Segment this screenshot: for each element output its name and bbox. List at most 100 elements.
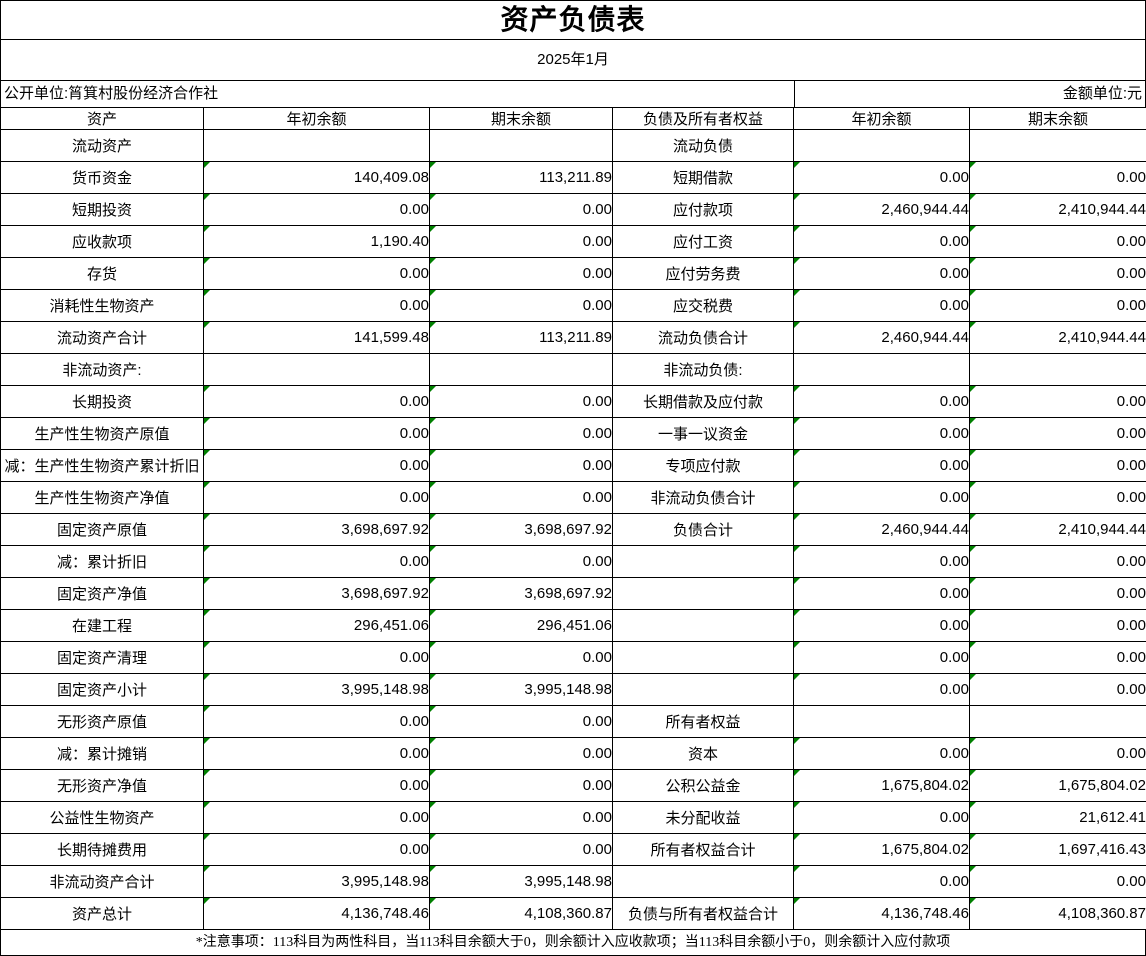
asset-item-label: 减：生产性生物资产累计折旧: [0, 449, 204, 482]
liability-item-label: 应付款项: [612, 193, 794, 226]
liability-item-label: 负债合计: [612, 513, 794, 546]
asset-end-amount: 0.00: [429, 545, 613, 578]
liability-end-amount: 0.00: [969, 449, 1146, 482]
asset-item-label: 减：累计摊销: [0, 737, 204, 770]
asset-begin-amount: [203, 353, 430, 386]
liability-end-amount: 0.00: [969, 257, 1146, 290]
liability-begin-amount: [793, 705, 970, 738]
asset-end-amount: 3,698,697.92: [429, 513, 613, 546]
asset-begin-amount: 0.00: [203, 737, 430, 770]
asset-item-label: 生产性生物资产净值: [0, 481, 204, 514]
asset-item-label: 应收款项: [0, 225, 204, 258]
liability-end-amount: 2,410,944.44: [969, 513, 1146, 546]
asset-begin-amount: 0.00: [203, 385, 430, 418]
asset-begin-amount: [203, 129, 430, 162]
asset-item-label: 非流动资产:: [0, 353, 204, 386]
asset-item-label: 非流动资产合计: [0, 865, 204, 898]
column-header: 年初余额: [203, 107, 430, 130]
liability-begin-amount: [793, 353, 970, 386]
liability-begin-amount: 2,460,944.44: [793, 513, 970, 546]
liability-item-label: 未分配收益: [612, 801, 794, 834]
liability-item-label: 非流动负债:: [612, 353, 794, 386]
liability-end-amount: 0.00: [969, 385, 1146, 418]
asset-item-label: 固定资产小计: [0, 673, 204, 706]
liability-end-amount: 0.00: [969, 417, 1146, 450]
liability-item-label: 流动负债合计: [612, 321, 794, 354]
asset-end-amount: 0.00: [429, 417, 613, 450]
liability-end-amount: 0.00: [969, 865, 1146, 898]
asset-begin-amount: 3,698,697.92: [203, 577, 430, 610]
liability-end-amount: 0.00: [969, 481, 1146, 514]
report-period: 2025年1月: [0, 40, 1146, 81]
liability-item-label: [612, 577, 794, 610]
asset-item-label: 公益性生物资产: [0, 801, 204, 834]
liability-item-label: 所有者权益合计: [612, 833, 794, 866]
currency-unit-label: 金额单位:元: [794, 81, 1145, 107]
asset-end-amount: 296,451.06: [429, 609, 613, 642]
liability-begin-amount: 0.00: [793, 801, 970, 834]
liability-begin-amount: 4,136,748.46: [793, 897, 970, 930]
asset-begin-amount: 0.00: [203, 801, 430, 834]
asset-item-label: 固定资产净值: [0, 577, 204, 610]
table-row: 长期投资 0.00 0.00 长期借款及应付款 0.00 0.00: [0, 385, 1146, 418]
liability-item-label: 流动负债: [612, 129, 794, 162]
asset-begin-amount: 4,136,748.46: [203, 897, 430, 930]
table-row: 生产性生物资产净值 0.00 0.00 非流动负债合计 0.00 0.00: [0, 481, 1146, 514]
liability-begin-amount: 1,675,804.02: [793, 833, 970, 866]
balance-sheet-table: 资产 年初余额 期末余额 负债及所有者权益 年初余额 期末余额 流动资产 流动负债 货币资金 1…: [0, 107, 1146, 930]
table-row: 减：累计摊销 0.00 0.00 资本 0.00 0.00: [0, 737, 1146, 770]
asset-begin-amount: 296,451.06: [203, 609, 430, 642]
note-text: *注意事项：113科目为两性科目，当113科目余额大于0，则余额计入应收款项；当…: [0, 930, 1146, 956]
liability-end-amount: 2,410,944.44: [969, 321, 1146, 354]
liability-end-amount: 21,612.41: [969, 801, 1146, 834]
liability-end-amount: 0.00: [969, 673, 1146, 706]
asset-begin-amount: 3,995,148.98: [203, 865, 430, 898]
liability-item-label: [612, 865, 794, 898]
asset-end-amount: 0.00: [429, 449, 613, 482]
liability-end-amount: 0.00: [969, 577, 1146, 610]
table-row: 公益性生物资产 0.00 0.00 未分配收益 0.00 21,612.41: [0, 801, 1146, 834]
liability-begin-amount: 0.00: [793, 673, 970, 706]
asset-end-amount: 3,995,148.98: [429, 865, 613, 898]
asset-item-label: 消耗性生物资产: [0, 289, 204, 322]
liability-end-amount: 1,675,804.02: [969, 769, 1146, 802]
asset-begin-amount: 0.00: [203, 289, 430, 322]
asset-item-label: 生产性生物资产原值: [0, 417, 204, 450]
asset-item-label: 流动资产合计: [0, 321, 204, 354]
asset-begin-amount: 141,599.48: [203, 321, 430, 354]
table-row: 流动资产合计 141,599.48 113,211.89 流动负债合计 2,460,94…: [0, 321, 1146, 354]
table-row: 非流动资产: 非流动负债:: [0, 353, 1146, 386]
liability-end-amount: 0.00: [969, 545, 1146, 578]
publishing-unit-label: 公开单位:筲箕村股份经济合作社: [4, 85, 219, 102]
asset-item-label: 在建工程: [0, 609, 204, 642]
liability-item-label: 应付工资: [612, 225, 794, 258]
asset-end-amount: 0.00: [429, 385, 613, 418]
asset-item-label: 货币资金: [0, 161, 204, 194]
table-row: 短期投资 0.00 0.00 应付款项 2,460,944.44 2,410,944.44: [0, 193, 1146, 226]
asset-item-label: 流动资产: [0, 129, 204, 162]
page-title: 资产负债表: [0, 0, 1146, 40]
liability-begin-amount: [793, 129, 970, 162]
asset-end-amount: [429, 129, 613, 162]
liability-end-amount: 0.00: [969, 225, 1146, 258]
liability-end-amount: 4,108,360.87: [969, 897, 1146, 930]
table-row: 固定资产净值 3,698,697.92 3,698,697.92 0.00 0.00: [0, 577, 1146, 610]
asset-begin-amount: 0.00: [203, 257, 430, 290]
liability-end-amount: 0.00: [969, 641, 1146, 674]
table-row: 固定资产清理 0.00 0.00 0.00 0.00: [0, 641, 1146, 674]
asset-end-amount: 113,211.89: [429, 321, 613, 354]
info-bar: 公开单位:筲箕村股份经济合作社 金额单位:元: [0, 81, 1146, 107]
table-row: 应收款项 1,190.40 0.00 应付工资 0.00 0.00: [0, 225, 1146, 258]
table-row: 资产总计 4,136,748.46 4,108,360.87 负债与所有者权益合计 4,…: [0, 897, 1146, 930]
table-row: 固定资产原值 3,698,697.92 3,698,697.92 负债合计 2,460,…: [0, 513, 1146, 546]
asset-end-amount: 0.00: [429, 481, 613, 514]
table-row: 减：累计折旧 0.00 0.00 0.00 0.00: [0, 545, 1146, 578]
liability-begin-amount: 2,460,944.44: [793, 321, 970, 354]
asset-item-label: 固定资产清理: [0, 641, 204, 674]
liability-item-label: [612, 609, 794, 642]
liability-begin-amount: 0.00: [793, 481, 970, 514]
liability-item-label: 一事一议资金: [612, 417, 794, 450]
asset-end-amount: 0.00: [429, 257, 613, 290]
liability-end-amount: [969, 705, 1146, 738]
asset-item-label: 减：累计折旧: [0, 545, 204, 578]
